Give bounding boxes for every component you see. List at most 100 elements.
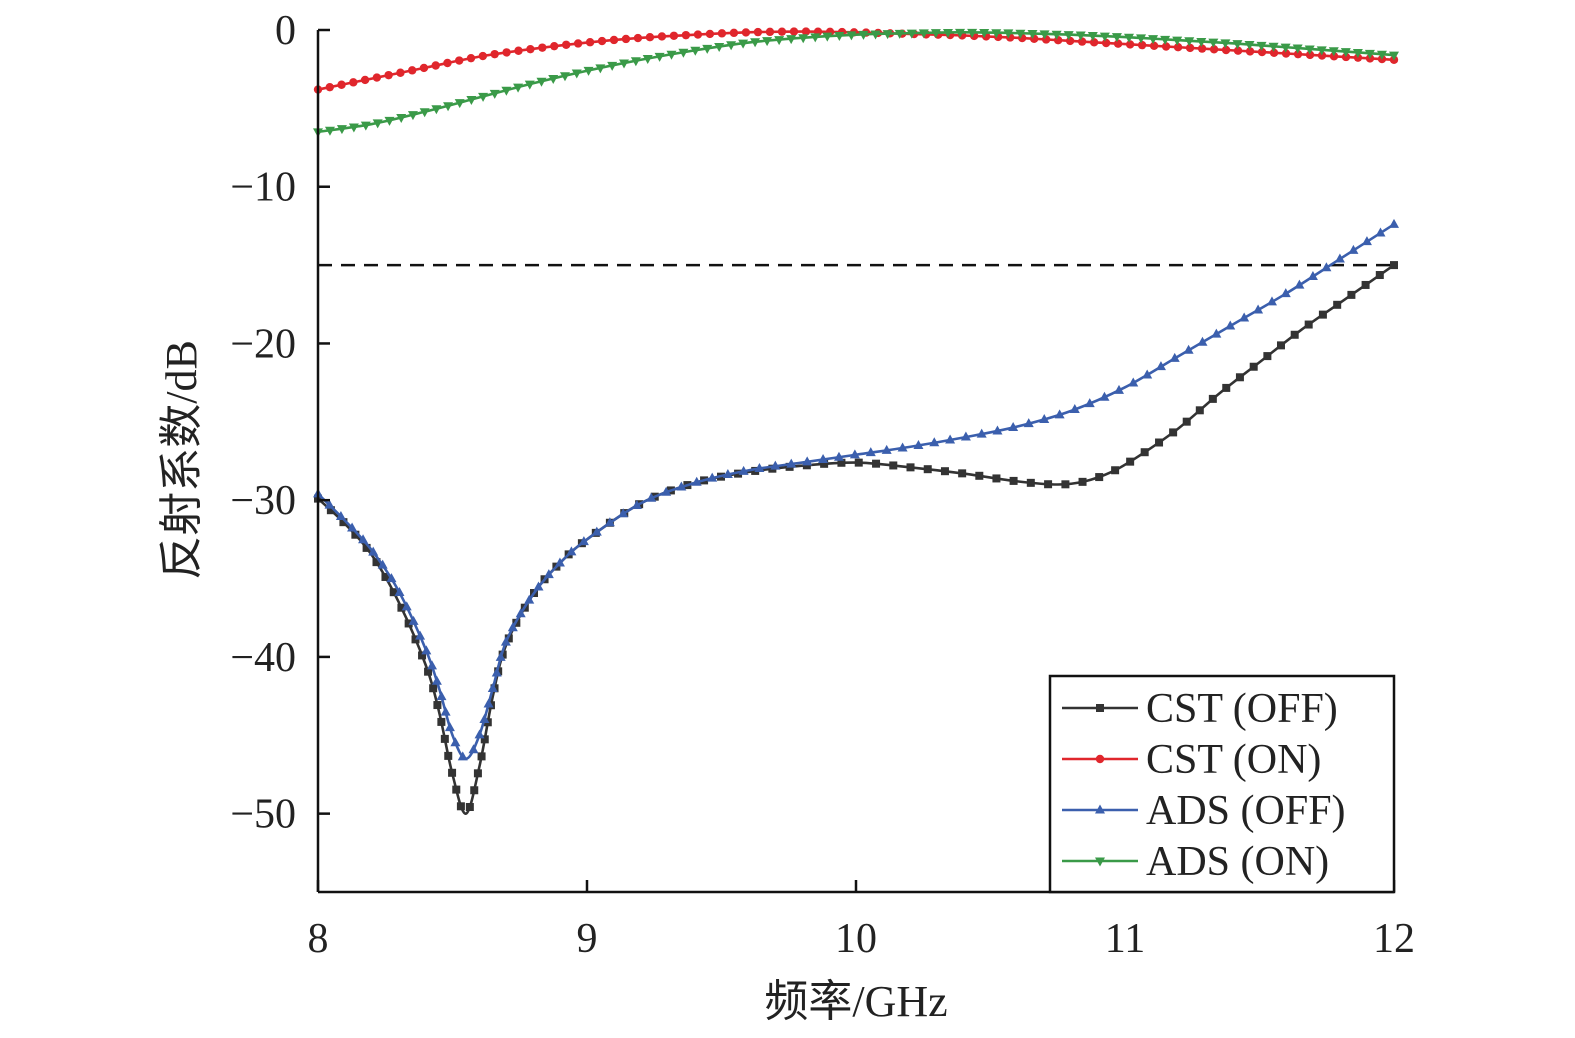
- data-point: [1111, 466, 1120, 475]
- data-point: [960, 431, 971, 441]
- data-point: [1268, 42, 1279, 52]
- data-point: [1208, 38, 1219, 48]
- data-point: [918, 29, 929, 39]
- data-point: [336, 125, 347, 135]
- data-point: [717, 29, 727, 38]
- data-point: [452, 785, 461, 794]
- legend-swatch-marker: [1095, 754, 1105, 764]
- legend-label: CST (OFF): [1146, 686, 1338, 732]
- data-point: [514, 46, 523, 55]
- data-point: [661, 486, 672, 496]
- data-point: [1293, 49, 1303, 59]
- data-point: [897, 442, 908, 452]
- data-point: [955, 28, 966, 38]
- data-point: [846, 31, 857, 41]
- data-point: [1280, 288, 1291, 298]
- data-point: [591, 526, 602, 536]
- data-point: [419, 63, 429, 73]
- data-point: [440, 706, 451, 716]
- legend-label: ADS (ON): [1146, 839, 1329, 885]
- data-point: [377, 559, 388, 569]
- data-point: [1257, 47, 1267, 57]
- data-point: [466, 53, 476, 63]
- data-point: [609, 35, 619, 45]
- data-point: [443, 58, 452, 68]
- data-point: [992, 425, 1003, 435]
- data-point: [1137, 40, 1147, 50]
- data-point: [1209, 45, 1219, 54]
- data-point: [702, 44, 713, 54]
- data-point: [1160, 35, 1171, 45]
- data-point: [1039, 413, 1050, 423]
- data-point: [573, 39, 583, 48]
- data-point: [906, 29, 917, 39]
- data-point: [1280, 43, 1291, 53]
- data-point: [1389, 51, 1399, 61]
- data-point: [396, 114, 407, 124]
- data-point: [1375, 271, 1384, 280]
- data-point: [524, 594, 535, 604]
- data-point: [372, 558, 381, 567]
- data-point: [786, 35, 797, 45]
- data-point: [324, 126, 335, 136]
- data-point: [604, 517, 615, 527]
- data-point: [854, 458, 863, 467]
- data-point: [536, 77, 547, 87]
- data-point: [431, 675, 442, 685]
- data-point: [849, 449, 860, 459]
- data-point: [491, 667, 502, 677]
- data-point: [913, 439, 924, 449]
- data-point: [559, 72, 570, 82]
- data-point: [433, 701, 442, 710]
- data-point: [583, 66, 594, 76]
- data-point: [1256, 41, 1267, 51]
- data-point: [1304, 320, 1313, 329]
- data-point: [631, 499, 642, 509]
- data-point: [753, 27, 763, 37]
- data-point: [349, 78, 358, 87]
- data-point: [1221, 45, 1231, 55]
- data-point: [408, 615, 419, 625]
- data-point: [1244, 40, 1255, 50]
- data-point: [1333, 300, 1342, 309]
- data-point: [1220, 39, 1231, 49]
- data-point: [1376, 50, 1387, 60]
- series-ads-on: [313, 28, 1399, 138]
- data-point: [455, 56, 464, 65]
- data-point: [1089, 38, 1099, 47]
- data-point: [1140, 448, 1149, 457]
- data-point: [1172, 36, 1183, 46]
- data-point: [1123, 33, 1134, 43]
- data-point: [1084, 398, 1095, 408]
- data-point: [678, 48, 689, 58]
- data-point: [820, 459, 829, 468]
- data-point: [483, 698, 494, 708]
- data-point: [1051, 30, 1062, 40]
- data-point: [431, 105, 442, 115]
- data-point: [424, 667, 433, 676]
- x-tick-label: 12: [1373, 916, 1415, 962]
- data-point: [1239, 312, 1250, 322]
- data-point: [440, 734, 449, 743]
- data-point: [669, 31, 679, 40]
- series-ads-off: [313, 218, 1399, 761]
- data-point: [1136, 34, 1147, 44]
- data-point: [1235, 373, 1244, 382]
- data-point: [507, 622, 518, 632]
- data-point: [657, 32, 667, 41]
- data-point: [801, 27, 811, 36]
- data-point: [786, 458, 797, 468]
- data-point: [325, 82, 334, 92]
- legend-box: [1048, 674, 1396, 894]
- data-point: [1304, 45, 1315, 55]
- data-point: [548, 74, 559, 84]
- y-tick-label: −30: [230, 478, 296, 524]
- data-point: [607, 61, 618, 71]
- y-tick-label: −40: [230, 635, 296, 681]
- data-point: [419, 108, 430, 118]
- data-point: [770, 460, 781, 470]
- data-point: [822, 32, 833, 42]
- data-point: [1253, 304, 1264, 314]
- data-point: [431, 61, 440, 70]
- data-point: [448, 768, 457, 777]
